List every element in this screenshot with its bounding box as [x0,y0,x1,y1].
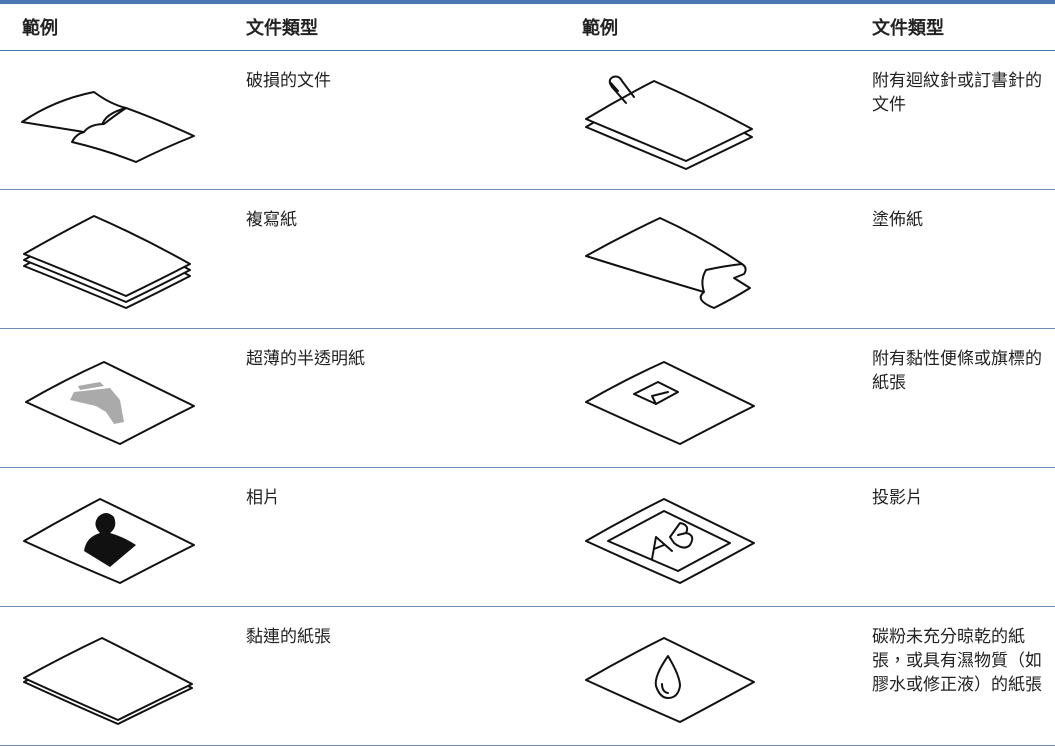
header-cell: 文件類型 [230,2,560,51]
type-text: 投影片 [856,467,1055,607]
sticky-note-paper-icon [585,361,755,445]
example-cell [560,50,856,190]
type-text: 超薄的半透明紙 [230,328,560,468]
row: 破損的文件 附有迴紋針或訂書針的文件 [0,50,1055,190]
header-cell: 範例 [0,2,230,51]
header-cell: 文件類型 [856,2,1055,51]
type-text: 塗佈紙 [856,189,1055,329]
example-cell [0,606,230,746]
type-text: 相片 [230,467,560,607]
clipped-paper-icon [585,75,753,170]
example-cell [560,189,856,329]
torn-paper-icon [21,91,195,163]
photo-icon [23,498,195,584]
example-cell [0,50,230,190]
example-cell [0,189,230,329]
type-text: 碳粉未充分晾乾的紙張，或具有濕物質（如膠水或修正液）的紙張 [856,606,1055,746]
row: 超薄的半透明紙 附有黏性便條或旗標的紙張 [0,328,1055,468]
coated-paper-icon [585,217,751,309]
header-row: 範例 文件類型 範例 文件類型 [0,2,1055,51]
example-cell [560,467,856,607]
row: 黏連的紙張 碳粉未充分晾乾的紙張，或具有濕物質（如膠水或修正液）的紙張 [0,606,1055,746]
example-cell [560,606,856,746]
example-cell [0,328,230,468]
thin-paper-icon [25,361,195,445]
stuck-paper-icon [23,637,193,725]
wet-paper-icon [585,637,755,723]
type-text: 複寫紙 [230,189,560,329]
type-text: 破損的文件 [230,50,560,190]
type-text: 附有迴紋針或訂書針的文件 [856,50,1055,190]
carbonless-paper-icon [23,215,191,309]
transparency-icon [585,498,755,584]
example-cell [560,328,856,468]
row: 複寫紙 塗佈紙 [0,189,1055,329]
example-cell [0,467,230,607]
row: 相片 投影片 [0,467,1055,607]
type-text: 附有黏性便條或旗標的紙張 [856,328,1055,468]
type-text: 黏連的紙張 [230,606,560,746]
header-cell: 範例 [560,2,856,51]
